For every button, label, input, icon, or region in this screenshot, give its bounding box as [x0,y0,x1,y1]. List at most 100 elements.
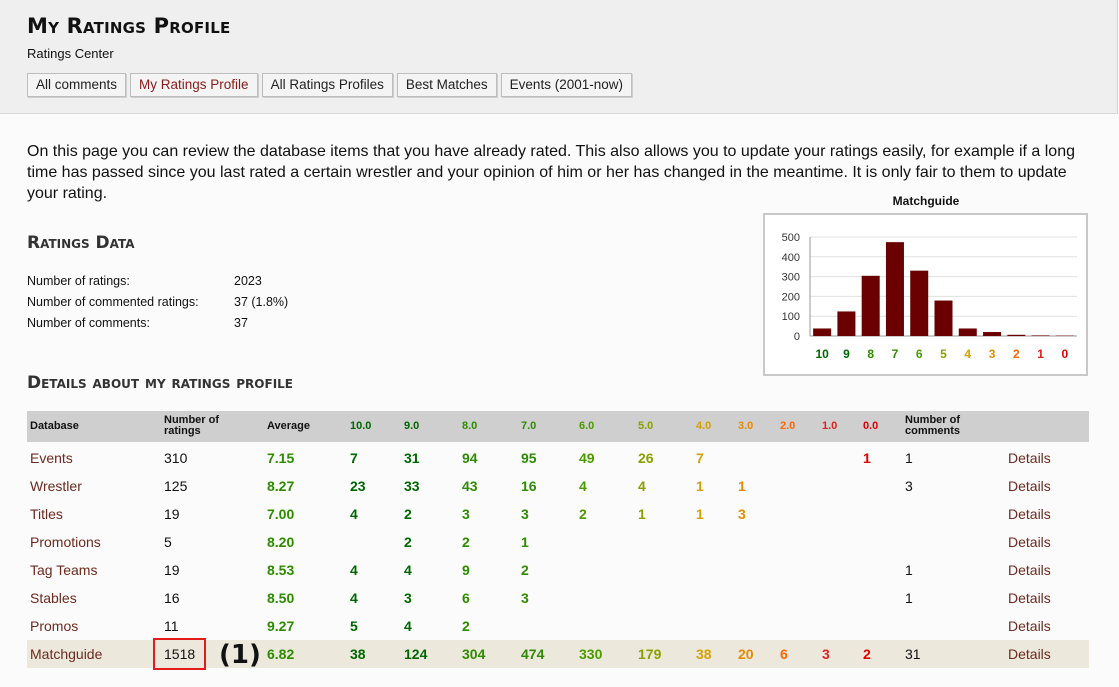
database-link[interactable]: Matchguide [30,646,103,662]
x-tick-label: 6 [916,347,923,361]
tab-events[interactable]: Events (2001-now) [500,73,632,97]
details-link[interactable]: Details [1008,506,1051,522]
database-link[interactable]: Promotions [30,534,101,550]
tab-best-matches[interactable]: Best Matches [396,73,497,97]
ratings-count: 16 [164,590,180,606]
score-count: 304 [462,646,486,662]
score-count: 9 [462,562,470,578]
database-link[interactable]: Tag Teams [30,562,98,578]
header-score-4: 6.0 [579,420,595,432]
score-count: 179 [638,646,662,662]
score-count: 2 [462,618,470,634]
header-score-2: 8.0 [462,420,478,432]
average-rating: 6.82 [267,646,295,662]
score-count: 94 [462,450,478,466]
comments-count: 1 [905,590,913,606]
score-count: 3 [521,506,529,522]
score-count: 4 [638,478,646,494]
header-num-ratings-line2: ratings [164,425,201,437]
score-count: 3 [404,590,412,606]
ratings-count: 11 [164,618,179,634]
database-link[interactable]: Promos [30,618,79,634]
score-count: 2 [404,534,412,550]
score-count: 31 [404,450,420,466]
y-tick-label: 200 [782,291,800,303]
tab-all-ratings-profiles[interactable]: All Ratings Profiles [261,73,393,97]
score-count: 1 [696,506,704,522]
page-header: My Ratings Profile Ratings Center All co… [0,0,1118,114]
database-link[interactable]: Stables [30,590,77,606]
score-count: 4 [350,562,358,578]
table-row: Promos 11 9.27 5 4 2 Details [27,612,1089,640]
details-title: Details about my ratings profile [27,373,293,393]
table-header: Database Number of ratings Average 10.0 9.… [27,411,1089,442]
score-count: 1 [863,450,871,466]
details-link[interactable]: Details [1008,618,1051,634]
score-count: 474 [521,646,545,662]
score-count: 6 [780,646,788,662]
x-tick-label: 4 [964,347,971,361]
header-average: Average [267,420,311,432]
ratings-count: 19 [164,506,180,522]
ratings-count-value: 2023 [234,274,262,288]
tab-all-comments[interactable]: All comments [27,73,127,97]
score-count: 330 [579,646,603,662]
database-link[interactable]: Events [30,450,73,466]
score-count: 20 [738,646,754,662]
tab-my-ratings-profile[interactable]: My Ratings Profile [130,73,258,97]
x-tick-label: 8 [867,347,874,361]
x-tick-label: 3 [989,347,996,361]
ratings-count-label: Number of ratings: [27,274,130,288]
score-count: 7 [696,450,704,466]
score-count: 2 [579,506,587,522]
y-tick-label: 300 [782,272,800,284]
x-tick-label: 7 [892,347,899,361]
score-count: 1 [696,478,704,494]
comments-count: 3 [905,478,913,494]
score-count: 38 [350,646,366,662]
average-rating: 8.53 [267,562,295,578]
score-count: 4 [404,618,412,634]
database-link[interactable]: Titles [30,506,63,522]
chart-bar [958,328,977,336]
chart-bar [861,275,880,336]
score-count: 3 [822,646,830,662]
details-link[interactable]: Details [1008,562,1051,578]
y-tick-label: 0 [794,331,800,343]
x-tick-label: 10 [815,347,829,361]
score-count: 3 [521,590,529,606]
ratings-data-title: Ratings Data [27,233,135,253]
score-count: 49 [579,450,595,466]
database-link[interactable]: Wrestler [30,478,82,494]
annotation-label: (1) [219,640,261,670]
table-row: Titles 19 7.00 4 2 3 3 2 1 1 3 Details [27,500,1089,528]
details-link[interactable]: Details [1008,646,1051,662]
header-score-7: 3.0 [738,420,754,432]
table-row: Tag Teams 19 8.53 4 4 9 2 1 Details [27,556,1089,584]
score-count: 1 [738,478,746,494]
details-link[interactable]: Details [1008,590,1051,606]
commented-ratings-label: Number of commented ratings: [27,295,199,309]
x-tick-label: 9 [843,347,850,361]
commented-ratings-value: 37 (1.8%) [234,295,289,309]
header-score-10: 0.0 [863,420,879,432]
score-count: 6 [462,590,470,606]
details-link[interactable]: Details [1008,478,1051,494]
header-num-ratings-line1: Number of [164,414,219,426]
score-count: 124 [404,646,428,662]
details-link[interactable]: Details [1008,534,1051,550]
score-count: 1 [638,506,646,522]
comments-count-value: 37 [234,316,248,330]
header-num-comments-line1: Number of [905,414,960,426]
details-link[interactable]: Details [1008,450,1051,466]
score-count: 2 [462,534,470,550]
chart-title: Matchguide [892,194,960,208]
average-rating: 8.20 [267,534,295,550]
header-score-3: 7.0 [521,420,537,432]
score-count: 7 [350,450,358,466]
chart-bar [983,332,1002,336]
score-count: 1 [521,534,529,550]
chart-bar [813,328,832,336]
ratings-count: 19 [164,562,180,578]
